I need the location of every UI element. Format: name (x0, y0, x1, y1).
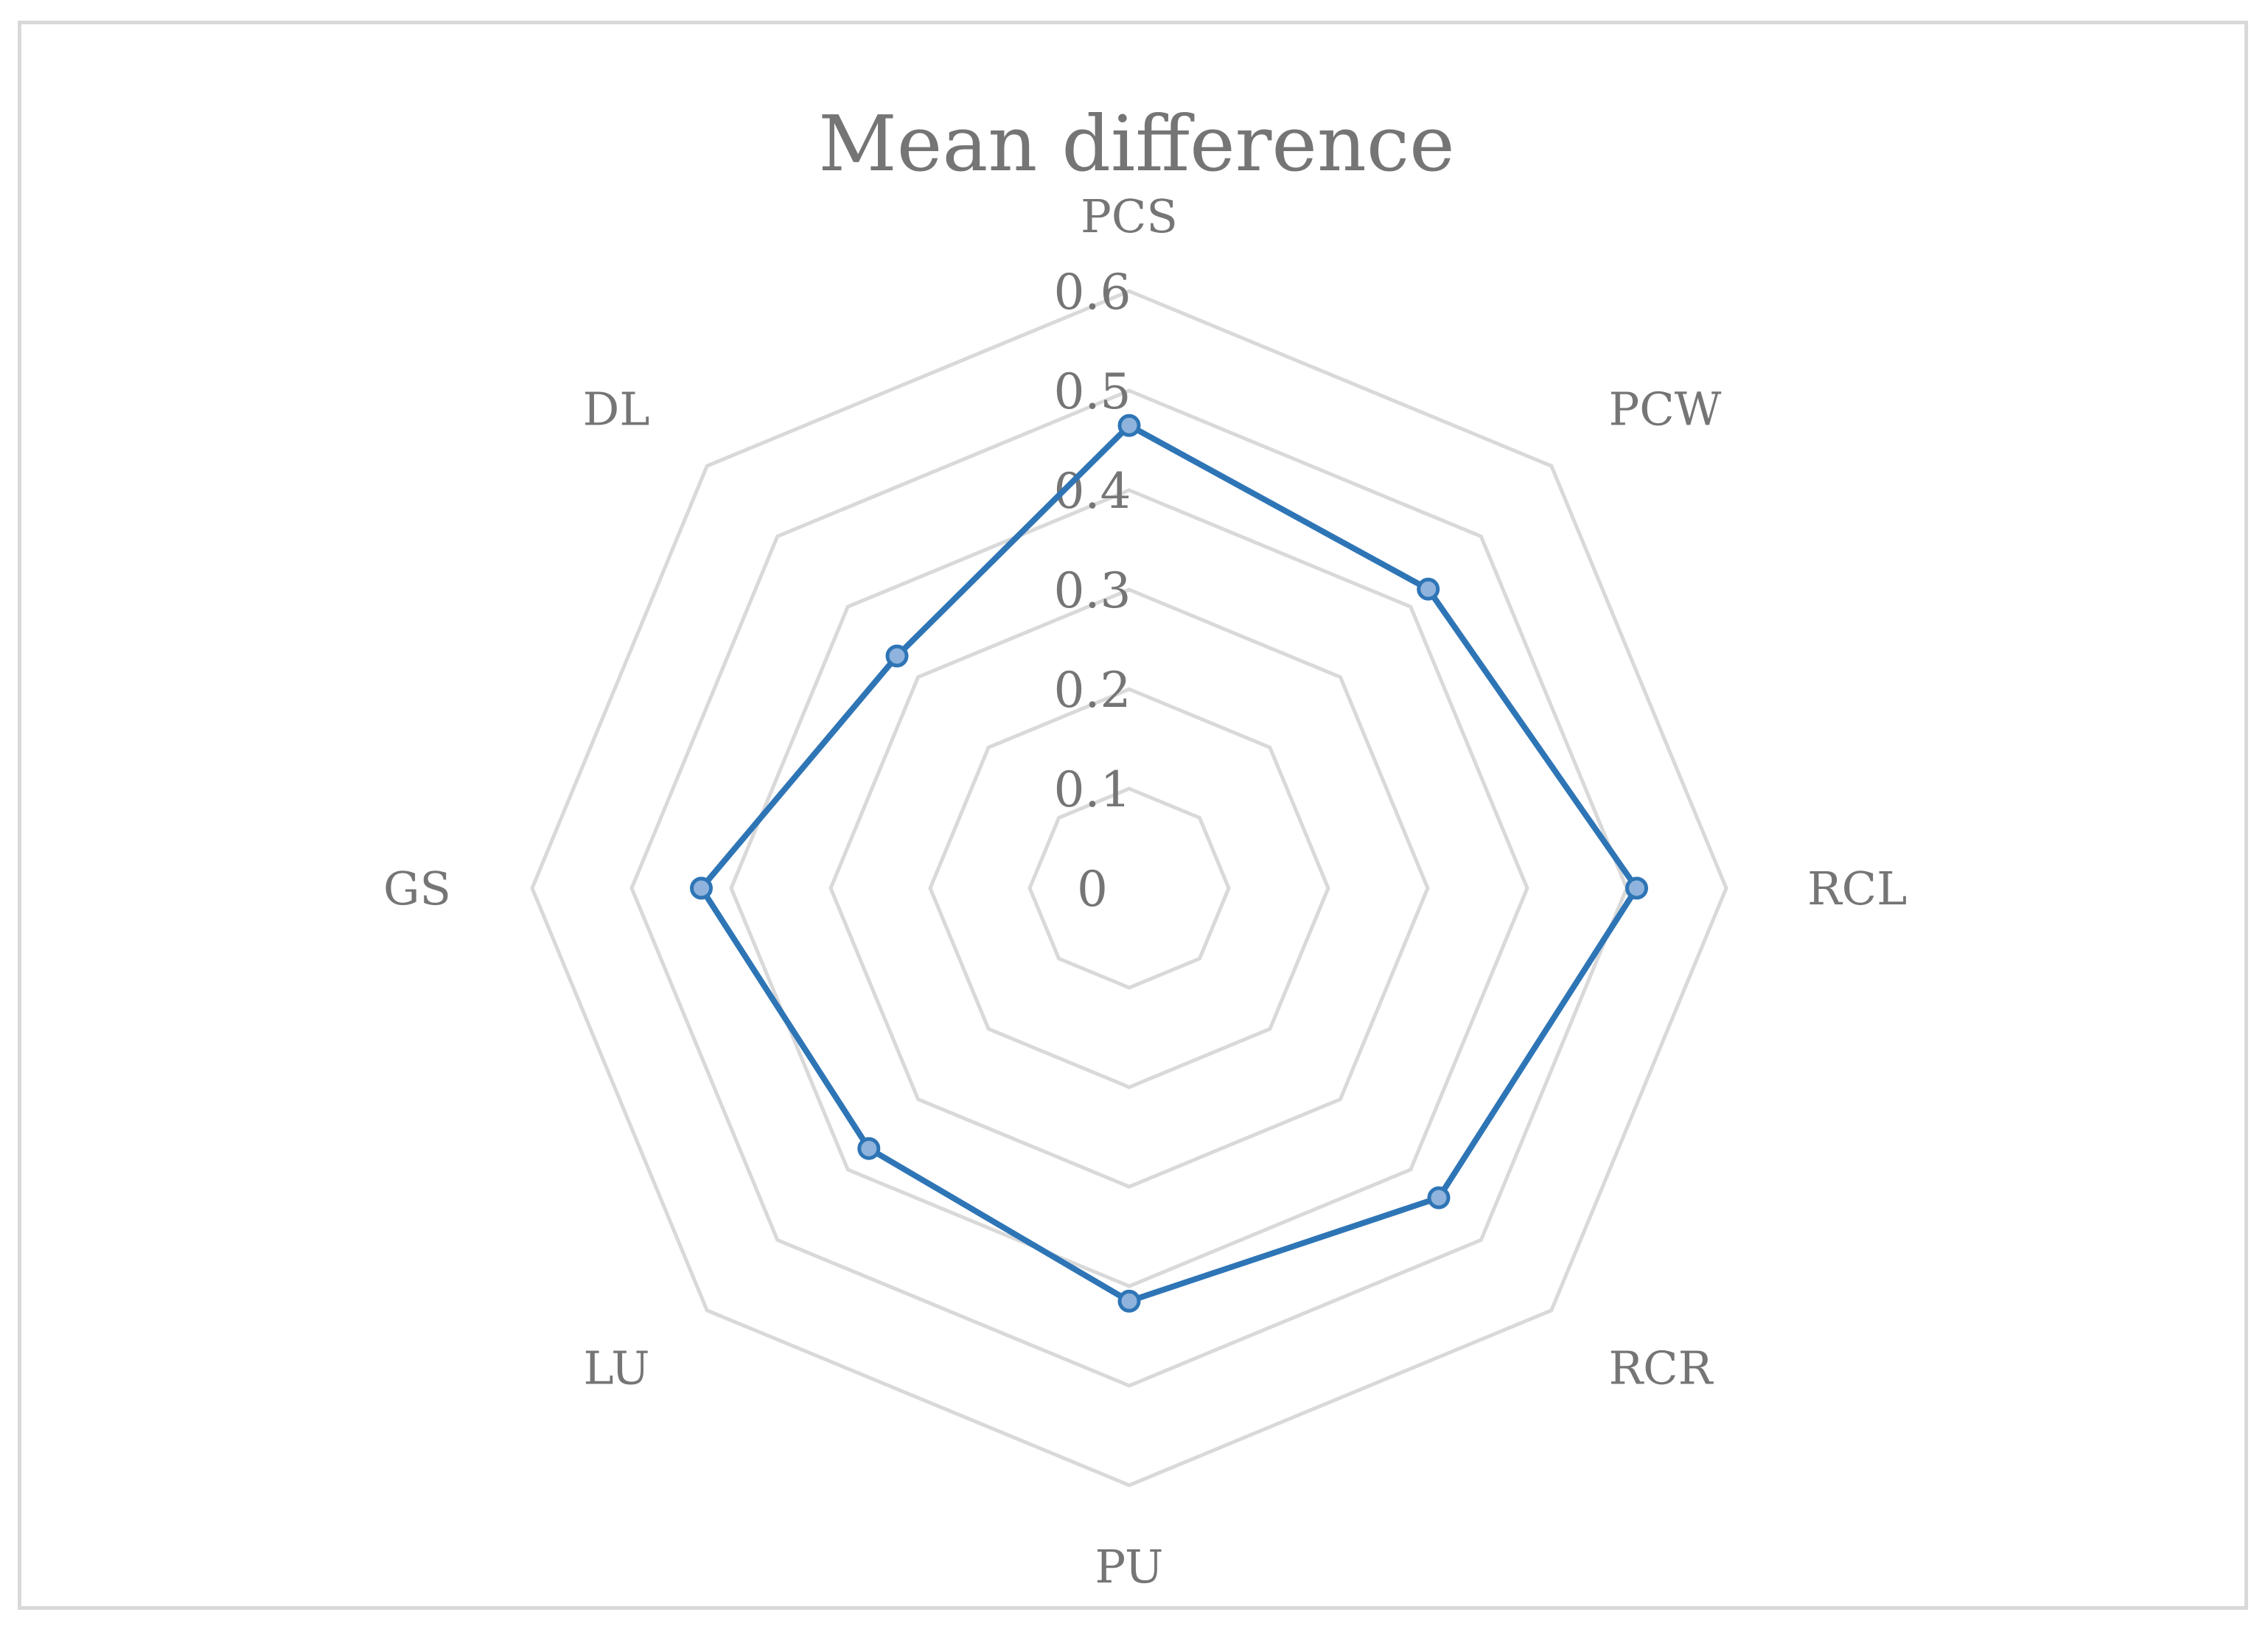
axis-labels: PCS PCW RCL RCR PU LU GS DL (383, 189, 1907, 1594)
data-point-rcl (1625, 876, 1648, 900)
grid-ring-1 (1027, 786, 1231, 990)
axis-label-pcs: PCS (1081, 189, 1178, 243)
grid-ring-6 (530, 289, 1728, 1487)
data-point-pcw (1417, 577, 1440, 601)
series-layer (690, 414, 1648, 1313)
grid-ring-5 (629, 388, 1629, 1388)
tick-label-3: 0.3 (1054, 562, 1131, 619)
data-point-rcr (1427, 1186, 1451, 1210)
grid-ring-2 (928, 687, 1330, 1089)
tick-label-1: 0.1 (1054, 761, 1131, 818)
data-point-gs (690, 876, 713, 900)
axis-label-lu: LU (583, 1341, 649, 1395)
axis-label-dl: DL (583, 383, 650, 436)
chart-frame: Mean difference PCS PCW RCL RCR PU LU GS DL 0 0.… (18, 21, 2248, 1610)
grid-ring-3 (828, 587, 1430, 1189)
grid-ring-4 (729, 488, 1529, 1288)
axis-label-gs: GS (383, 862, 451, 915)
tick-labels: 00.10.20.30.40.50.6 (1054, 264, 1131, 918)
axis-label-rcr: RCR (1609, 1341, 1714, 1395)
tick-label-0: 0 (1077, 861, 1108, 918)
axis-label-pu: PU (1095, 1540, 1164, 1594)
axis-label-pcw: PCW (1609, 383, 1722, 436)
data-point-dl (885, 644, 909, 668)
chart-title: Mean difference (818, 99, 1454, 189)
data-point-lu (857, 1137, 881, 1160)
data-point-pcs (1117, 414, 1141, 437)
tick-label-2: 0.2 (1054, 662, 1131, 719)
axis-label-rcl: RCL (1807, 862, 1907, 915)
tick-label-5: 0.5 (1054, 363, 1131, 420)
radar-chart: Mean difference PCS PCW RCL RCR PU LU GS DL 0 0.… (383, 99, 1907, 1594)
radar-grid (530, 289, 1728, 1487)
tick-label-6: 0.6 (1054, 264, 1131, 321)
data-point-pu (1117, 1289, 1141, 1313)
